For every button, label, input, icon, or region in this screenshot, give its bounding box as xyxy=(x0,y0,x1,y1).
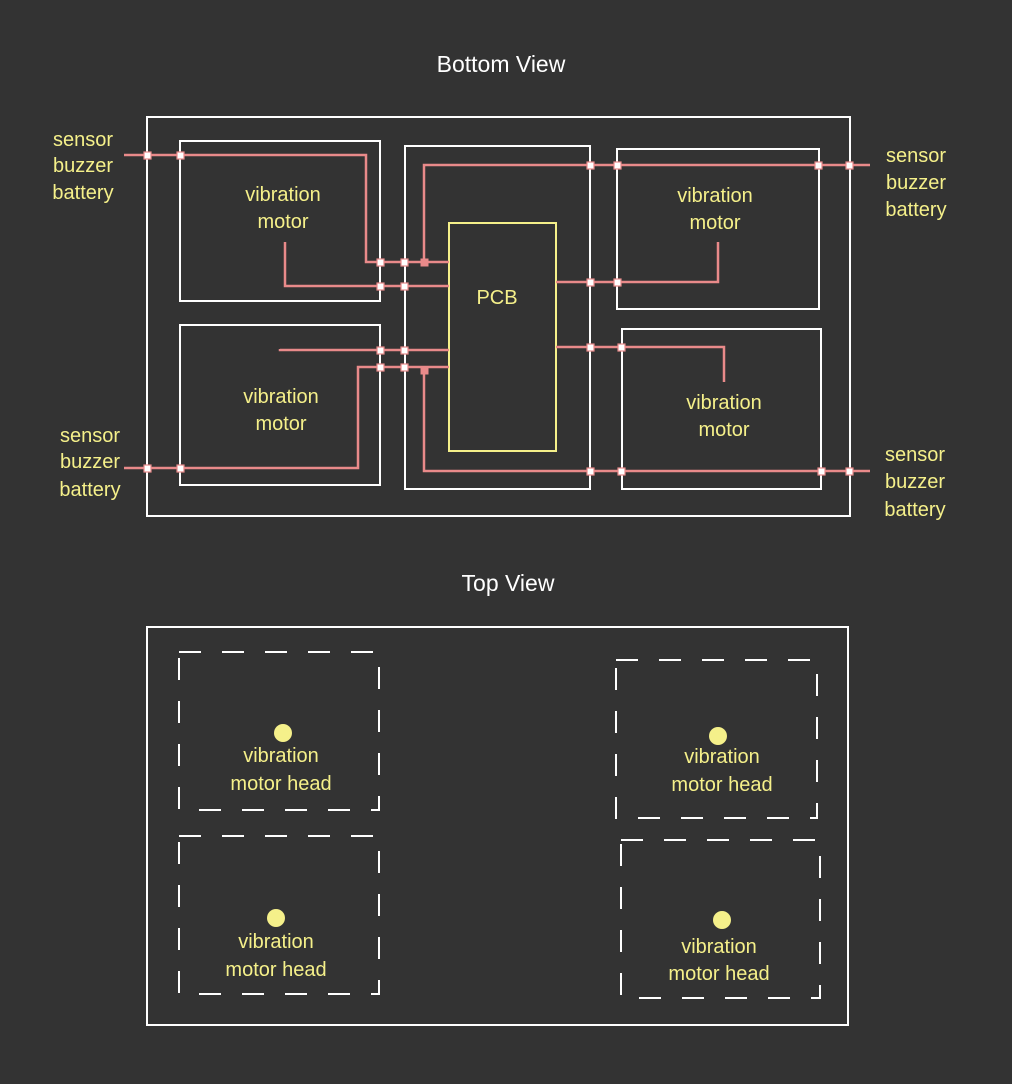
center-board xyxy=(404,145,591,490)
motor-outline-top-right xyxy=(615,659,818,819)
side-label: buzzer xyxy=(53,155,113,177)
side-label: sensor xyxy=(886,145,946,167)
head-label: vibration xyxy=(681,936,757,958)
motor-label: motor xyxy=(689,212,740,234)
motor-label: vibration xyxy=(686,392,762,414)
head-label: motor head xyxy=(671,774,772,796)
wiring xyxy=(124,153,870,473)
head-label: vibration xyxy=(684,746,760,768)
motor-head-dot xyxy=(713,911,731,929)
side-label: battery xyxy=(884,499,945,521)
side-label: sensor xyxy=(53,129,113,151)
bottom-view-title: Bottom View xyxy=(437,51,566,77)
pcb-label: PCB xyxy=(476,287,517,309)
motor-head-dot xyxy=(267,909,285,927)
motor-box-bottom-right xyxy=(621,328,822,490)
bottom-enclosure xyxy=(146,116,851,517)
side-label: battery xyxy=(52,182,113,204)
side-label: battery xyxy=(885,199,946,221)
side-label: sensor xyxy=(885,444,945,466)
motor-label: vibration xyxy=(245,184,321,206)
motor-box-top-right xyxy=(616,148,820,310)
motor-box-top-left xyxy=(179,140,381,302)
side-label: buzzer xyxy=(886,172,946,194)
side-label: battery xyxy=(59,479,120,501)
motor-box-bottom-left xyxy=(179,324,381,486)
motor-head-dot xyxy=(274,724,292,742)
motor-label: motor xyxy=(698,419,749,441)
head-label: motor head xyxy=(230,773,331,795)
wire-junctions xyxy=(143,151,854,476)
motor-label: vibration xyxy=(243,386,319,408)
motor-outline-bottom-left xyxy=(178,835,380,995)
head-label: motor head xyxy=(668,963,769,985)
head-label: vibration xyxy=(238,931,314,953)
head-label: motor head xyxy=(225,959,326,981)
top-enclosure xyxy=(146,626,849,1026)
motor-label: motor xyxy=(257,211,308,233)
motor-outline-bottom-right xyxy=(620,839,821,999)
side-label: buzzer xyxy=(885,471,945,493)
side-label: buzzer xyxy=(60,451,120,473)
motor-head-dot xyxy=(709,727,727,745)
head-label: vibration xyxy=(243,745,319,767)
motor-label: vibration xyxy=(677,185,753,207)
motor-outline-top-left xyxy=(178,651,380,811)
motor-label: motor xyxy=(255,413,306,435)
top-view-title: Top View xyxy=(462,570,555,596)
pcb-board xyxy=(448,222,557,452)
side-label: sensor xyxy=(60,425,120,447)
